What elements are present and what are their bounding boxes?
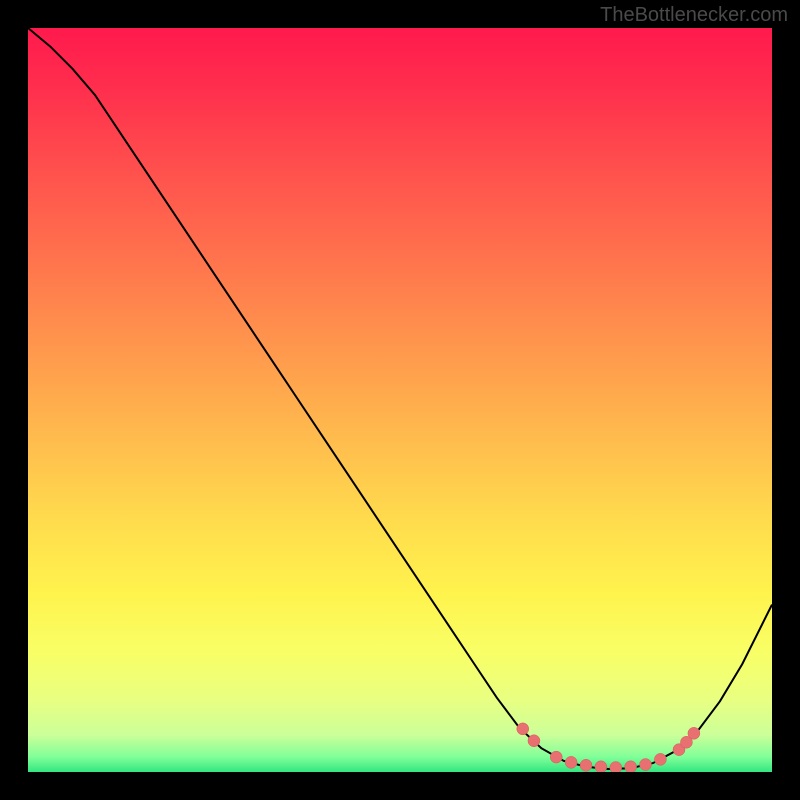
- bottleneck-curve: [28, 28, 772, 769]
- chart-area: [28, 28, 772, 772]
- marker-dot: [654, 753, 666, 765]
- chart-overlay: [28, 28, 772, 772]
- marker-dot: [595, 761, 607, 772]
- marker-dot: [580, 759, 592, 771]
- marker-dot: [517, 723, 529, 735]
- marker-dot: [640, 759, 652, 771]
- marker-dot: [565, 756, 577, 768]
- marker-dot: [688, 727, 700, 739]
- marker-dot: [528, 735, 540, 747]
- marker-dot: [610, 762, 622, 772]
- marker-dot: [550, 751, 562, 763]
- marker-dot: [625, 761, 637, 772]
- optimal-zone-markers: [517, 723, 700, 772]
- watermark-text: TheBottlenecker.com: [600, 4, 788, 27]
